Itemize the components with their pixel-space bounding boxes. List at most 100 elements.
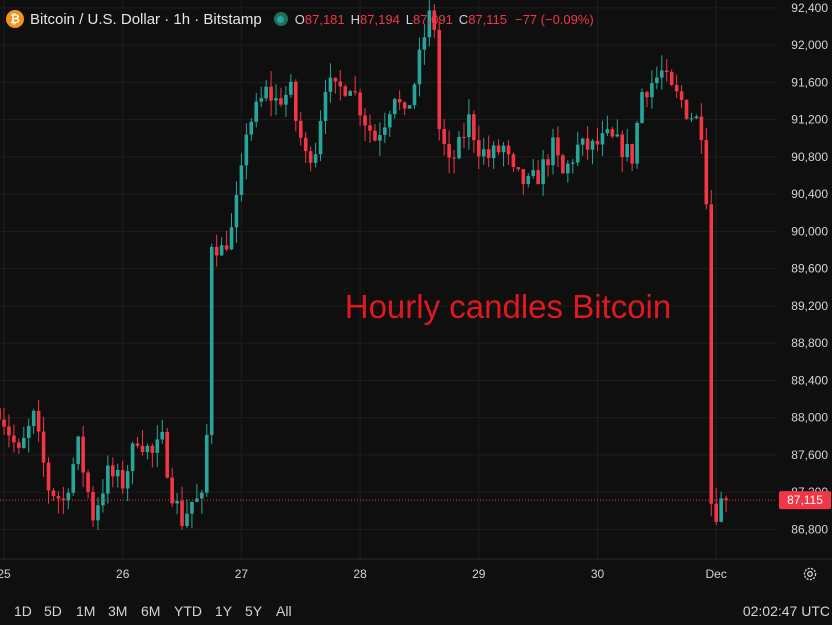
candle-body: [323, 91, 328, 121]
range-1y-button[interactable]: 1Y: [215, 603, 233, 619]
market-status-dot-icon[interactable]: [273, 12, 288, 26]
y-axis[interactable]: 86,80087,20087,60088,00088,40088,80089,2…: [791, 1, 828, 537]
y-tick-label: 92,000: [791, 38, 828, 52]
candle-body: [31, 410, 36, 427]
candle-body: [140, 445, 145, 453]
candle-body: [481, 149, 486, 157]
candle-body: [195, 498, 199, 502]
candle-body: [679, 91, 684, 101]
range-all-button[interactable]: All: [276, 603, 292, 619]
candle-body: [659, 70, 664, 78]
candle-body: [0, 408, 1, 420]
candle-body: [600, 133, 605, 145]
candle-body: [294, 81, 298, 121]
candle-body: [209, 246, 214, 435]
candle-body: [615, 134, 620, 137]
x-tick-label: 28: [353, 567, 367, 581]
candle-body: [96, 505, 100, 521]
y-tick-label: 88,400: [791, 373, 828, 387]
range-ytd-button[interactable]: YTD: [174, 603, 202, 619]
candle-body: [669, 72, 674, 85]
x-tick-label: 27: [235, 567, 249, 581]
price-chart[interactable]: 86,80087,20087,60088,00088,40088,80089,2…: [0, 0, 832, 590]
candle-body: [452, 157, 456, 159]
candle-body: [214, 246, 219, 256]
ohlc-close: C87,115: [458, 11, 507, 27]
candle-body: [650, 83, 654, 98]
y-tick-label: 91,200: [791, 113, 828, 127]
candle-body: [610, 129, 615, 137]
candle-body: [432, 10, 437, 30]
candle-body: [551, 137, 555, 166]
candle-body: [447, 143, 451, 158]
candle-body: [284, 94, 288, 105]
candle-body: [625, 143, 629, 158]
candle-body: [26, 426, 31, 438]
candle-body: [575, 144, 580, 163]
candle-body: [120, 469, 125, 489]
candle-body: [219, 245, 224, 256]
candle-body: [422, 37, 427, 50]
candle-body: [590, 140, 595, 150]
y-tick-label: 89,200: [791, 299, 828, 313]
candle-body: [496, 145, 501, 153]
candle-body: [130, 443, 135, 472]
candle-body: [76, 436, 80, 465]
candle-body: [175, 500, 179, 504]
price-change: −77 (−0.09%): [514, 11, 594, 27]
range-5d-button[interactable]: 5D: [44, 603, 62, 619]
candle-body: [566, 163, 570, 174]
candle-body: [61, 498, 66, 501]
candle-body: [655, 77, 659, 84]
candle-body: [709, 204, 714, 504]
candle-body: [699, 116, 704, 141]
range-3m-button[interactable]: 3M: [108, 603, 128, 619]
candle-body: [645, 92, 649, 98]
candle-body: [387, 114, 392, 128]
candle-body: [224, 245, 229, 250]
candle-body: [719, 498, 723, 522]
candle-body: [348, 91, 353, 96]
candle-body: [21, 437, 26, 448]
y-tick-label: 91,600: [791, 75, 828, 89]
utc-clock: 02:02:47 UTC: [742, 603, 830, 619]
candle-body: [383, 127, 387, 135]
candle-body: [81, 436, 85, 473]
candle-body: [541, 159, 545, 185]
range-5y-button[interactable]: 5Y: [245, 603, 263, 619]
candle-body: [620, 134, 625, 158]
x-tick-label: Dec: [706, 567, 727, 581]
grid: [0, 0, 832, 560]
candle-body: [264, 86, 268, 99]
candle-body: [289, 81, 293, 95]
range-1m-button[interactable]: 1M: [76, 603, 96, 619]
candle-body: [269, 86, 273, 101]
symbol-title[interactable]: Bitcoin / U.S. Dollar · 1h · Bitstamp: [30, 10, 262, 28]
symbol-legend[interactable]: ₿ Bitcoin / U.S. Dollar · 1h · Bitstamp …: [6, 8, 594, 30]
candle-body: [318, 120, 323, 155]
candle-body: [526, 175, 531, 185]
candle-body: [115, 469, 120, 477]
candle-body: [595, 140, 600, 145]
candle-body: [313, 154, 318, 163]
candle-body: [373, 130, 377, 141]
range-6m-button[interactable]: 6M: [141, 603, 161, 619]
candle-body: [472, 114, 476, 141]
y-tick-label: 88,000: [791, 411, 828, 425]
candle-body: [635, 122, 639, 164]
gear-icon[interactable]: [802, 566, 818, 582]
candle-body: [17, 442, 21, 448]
last-price-label: 87,115: [787, 493, 823, 507]
candle-body: [407, 105, 412, 109]
x-axis[interactable]: 25 26 27 28 29 30 Dec: [0, 567, 727, 581]
candle-body: [2, 419, 6, 427]
ohlc-low: L87,091: [405, 11, 453, 27]
y-tick-label: 92,400: [791, 1, 828, 15]
candle-body: [343, 86, 348, 96]
candle-body: [546, 159, 550, 166]
range-1d-button[interactable]: 1D: [14, 603, 32, 619]
candle-body: [234, 194, 239, 228]
candle-body: [56, 495, 61, 499]
candle-body: [689, 118, 694, 120]
candle-body: [378, 134, 382, 141]
